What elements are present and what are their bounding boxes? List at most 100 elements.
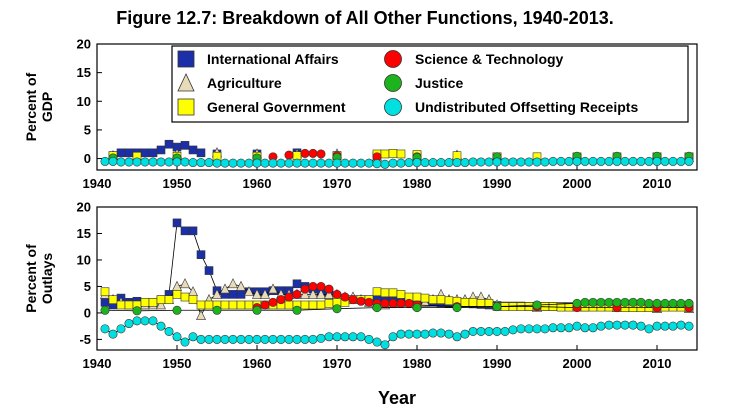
data-point — [572, 321, 582, 331]
data-point — [356, 158, 366, 168]
data-point — [308, 158, 318, 168]
data-point — [228, 290, 238, 299]
data-point — [628, 297, 638, 307]
data-point — [236, 280, 246, 291]
data-point — [164, 295, 174, 304]
data-point — [108, 295, 118, 304]
data-point — [380, 159, 390, 169]
legend-entry: Science & Technology — [384, 50, 564, 68]
x-tick-label: 1990 — [483, 176, 512, 191]
data-point — [436, 295, 446, 304]
data-point — [340, 332, 350, 342]
data-point — [156, 295, 166, 304]
data-point — [260, 288, 270, 299]
data-point — [684, 156, 694, 166]
data-point — [132, 316, 142, 326]
chart-title: Figure 12.7: Breakdown of All Other Func… — [116, 8, 614, 28]
data-point — [332, 332, 342, 342]
data-point — [252, 334, 262, 344]
x-tick-label: 2010 — [643, 356, 672, 371]
y-tick-label: 20 — [77, 200, 91, 215]
data-point — [116, 148, 126, 158]
data-point — [500, 157, 510, 167]
data-point — [228, 278, 238, 289]
data-point — [228, 300, 238, 310]
x-tick-label: 1980 — [403, 176, 432, 191]
x-tick-label: 1980 — [403, 356, 432, 371]
data-point — [164, 326, 174, 336]
data-point — [188, 158, 198, 168]
data-point — [372, 287, 382, 297]
data-point — [212, 288, 222, 299]
data-point — [100, 305, 110, 315]
data-point — [292, 279, 302, 289]
data-point — [220, 300, 230, 310]
data-point — [172, 332, 182, 342]
y-tick-label: 15 — [77, 65, 91, 80]
data-point — [436, 328, 446, 338]
data-point — [252, 305, 262, 315]
data-point — [316, 158, 326, 168]
data-point — [412, 292, 422, 302]
legend-box — [171, 45, 689, 123]
data-point — [164, 157, 174, 167]
data-point — [356, 296, 366, 306]
data-point — [332, 304, 342, 314]
data-point — [172, 218, 182, 228]
data-point — [396, 149, 406, 159]
x-tick-label: 1940 — [83, 176, 112, 191]
data-point — [204, 334, 214, 344]
data-point — [588, 323, 598, 333]
data-point — [180, 292, 190, 302]
data-point — [140, 157, 150, 167]
data-point — [236, 334, 246, 344]
data-point — [516, 324, 526, 334]
data-point — [492, 302, 502, 312]
data-point — [412, 158, 422, 168]
data-point — [108, 329, 118, 339]
data-point — [212, 305, 222, 315]
data-point — [380, 298, 390, 308]
data-point — [180, 337, 190, 347]
data-point — [204, 266, 214, 275]
data-point — [324, 332, 334, 342]
data-point — [684, 298, 694, 308]
data-point — [268, 283, 278, 294]
data-point — [612, 320, 622, 330]
x-tick-label: 1960 — [243, 176, 272, 191]
data-point — [676, 320, 686, 330]
data-point — [620, 156, 630, 166]
y-tick-label: 10 — [77, 252, 91, 267]
data-point — [188, 226, 198, 236]
data-point — [300, 284, 310, 294]
data-point — [492, 157, 502, 167]
data-point — [124, 148, 134, 158]
data-point — [292, 158, 302, 168]
series-justice — [100, 297, 694, 316]
data-point — [252, 288, 262, 299]
data-point — [476, 157, 486, 167]
data-point — [284, 292, 294, 302]
data-point — [468, 157, 478, 167]
data-point — [620, 297, 630, 307]
data-point — [252, 158, 262, 168]
data-point — [196, 158, 206, 168]
legend-entry: Agriculture — [177, 73, 282, 92]
data-point — [452, 158, 462, 168]
data-point — [316, 333, 326, 343]
legend-marker — [384, 98, 402, 116]
legend-label: Undistributed Offsetting Receipts — [415, 99, 638, 115]
data-point — [604, 320, 614, 330]
data-point — [580, 297, 590, 307]
data-point — [668, 321, 678, 331]
data-point — [212, 334, 222, 344]
data-point — [420, 329, 430, 339]
data-point — [316, 149, 326, 159]
data-point — [316, 281, 326, 291]
data-point — [260, 158, 270, 168]
data-point — [204, 158, 214, 168]
data-point — [588, 297, 598, 307]
data-point — [484, 157, 494, 167]
data-point — [300, 300, 310, 310]
